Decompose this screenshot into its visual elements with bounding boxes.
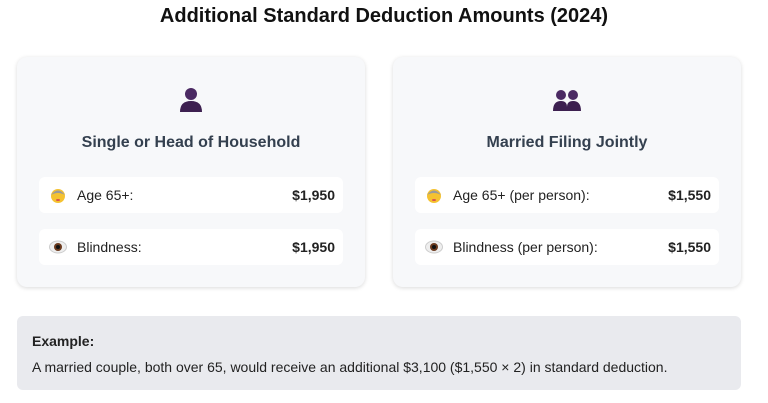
card-heading: Married Filing Jointly <box>486 134 648 151</box>
eye-icon <box>425 238 443 256</box>
two-people-icon <box>393 85 741 115</box>
row-value: $1,950 <box>292 187 335 203</box>
row-label: Blindness (per person): <box>453 239 598 255</box>
row-age: Age 65+ (per person): $1,550 <box>415 177 719 213</box>
card-single: Single or Head of Household Age 65+: $1,… <box>17 57 365 287</box>
example-heading: Example: <box>32 333 95 349</box>
card-married: Married Filing Jointly Age 65+ (per pers… <box>393 57 741 287</box>
row-value: $1,550 <box>668 187 711 203</box>
row-label: Age 65+ (per person): <box>453 187 590 203</box>
row-value: $1,550 <box>668 239 711 255</box>
example-text: A married couple, both over 65, would re… <box>32 359 668 375</box>
single-person-icon <box>17 85 365 115</box>
card-heading: Single or Head of Household <box>81 134 301 151</box>
row-blindness: Blindness (per person): $1,550 <box>415 229 719 265</box>
eye-icon <box>49 238 67 256</box>
row-age: Age 65+: $1,950 <box>39 177 343 213</box>
row-blindness: Blindness: $1,950 <box>39 229 343 265</box>
example-box: Example: A married couple, both over 65,… <box>17 316 741 390</box>
page-title: Additional Standard Deduction Amounts (2… <box>159 5 609 27</box>
older-person-icon <box>49 186 67 204</box>
row-label: Blindness: <box>77 239 142 255</box>
row-value: $1,950 <box>292 239 335 255</box>
row-label: Age 65+: <box>77 187 134 203</box>
older-person-icon <box>425 186 443 204</box>
